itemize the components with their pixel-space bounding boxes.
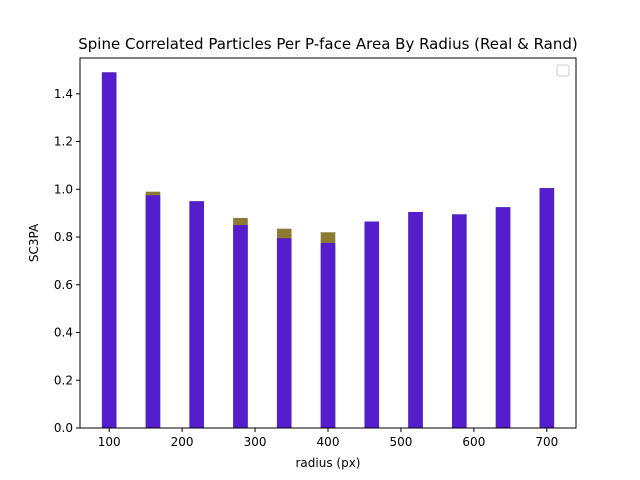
y-tick-label-0.8: 0.8: [54, 230, 73, 244]
bar-series-2-x-460: [364, 221, 380, 428]
x-tick-label-600: 600: [462, 435, 485, 449]
y-axis-label: SC3PA: [27, 223, 41, 262]
bar-series-2-x-220: [189, 201, 204, 428]
y-tick-label-0.0: 0.0: [54, 421, 73, 435]
x-tick-label-500: 500: [389, 435, 412, 449]
y-tick-label-0.6: 0.6: [54, 278, 73, 292]
bar-series-2-x-280: [233, 225, 248, 428]
legend-box: [556, 64, 570, 77]
x-tick-label-100: 100: [98, 435, 121, 449]
bar-series-2-x-160: [145, 195, 161, 428]
bar-series-2-x-640: [495, 207, 511, 428]
chart-title: Spine Correlated Particles Per P-face Ar…: [78, 35, 578, 53]
y-tick-label-0.2: 0.2: [54, 373, 73, 387]
x-axis: 100 200 300 400 500 600 700: [98, 428, 558, 449]
x-tick-label-200: 200: [171, 435, 194, 449]
bar-series-2-x-340: [276, 238, 292, 428]
x-tick-label-400: 400: [317, 435, 340, 449]
y-tick-label-1.2: 1.2: [54, 135, 73, 149]
y-axis: 0.0 0.2 0.4 0.6 0.8 1.0 1.2 1.4: [54, 87, 80, 435]
bar-series-2-x-520: [408, 211, 423, 428]
bars-layer: [101, 72, 555, 428]
x-tick-label-300: 300: [244, 435, 267, 449]
bar-series-2-x-700: [539, 188, 555, 428]
bar-series-2-x-580: [452, 214, 467, 428]
x-axis-label: radius (px): [296, 456, 361, 470]
y-tick-label-0.4: 0.4: [54, 326, 73, 340]
bar-series-2-x-400: [320, 243, 336, 428]
y-tick-label-1.4: 1.4: [54, 87, 73, 101]
x-tick-label-700: 700: [535, 435, 558, 449]
y-tick-label-1.0: 1.0: [54, 182, 73, 196]
bar-series-2-x-100: [101, 72, 117, 428]
